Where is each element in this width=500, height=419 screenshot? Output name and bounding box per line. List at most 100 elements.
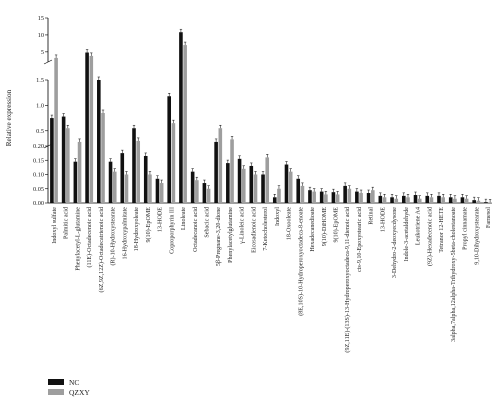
y-tick-label: 0.00 [33, 200, 44, 207]
bar-nc-27 [366, 193, 371, 203]
bar-qzxy-19 [277, 188, 281, 203]
bar-qzxy-37 [488, 202, 492, 203]
y-tick-label: 0.15 [33, 157, 44, 164]
category-label: Indole-3-acetaldehyde [404, 207, 410, 262]
bar-qzxy-23 [324, 194, 328, 203]
bar-qzxy-14 [218, 128, 223, 203]
category-label: (9Z)-Hexadecenoic acid [426, 207, 433, 266]
bar-qzxy-13 [206, 188, 211, 203]
bar-qzxy-12 [195, 180, 199, 203]
bar-qzxy-16 [241, 168, 246, 203]
bar-nc-12 [190, 171, 195, 203]
y-tick-label: 0.05 [33, 186, 44, 193]
bar-qzxy-3 [89, 55, 94, 204]
bar-nc-36 [472, 200, 476, 203]
category-label: γ-Linoleic acid [240, 207, 246, 245]
bar-nc-13 [202, 183, 207, 203]
bar-qzxy-31 [417, 198, 422, 203]
category-label: Linoleate [181, 207, 187, 230]
axis-break-mark [43, 59, 53, 65]
bar-nc-17 [249, 165, 254, 203]
bar-nc-22 [308, 190, 312, 203]
bar-nc-6 [120, 153, 125, 203]
bar-nc-31 [413, 195, 418, 203]
bar-nc-16 [237, 158, 242, 203]
bar-nc-20 [284, 164, 289, 203]
category-label: Palmitic acid [64, 207, 70, 239]
y-axis-label: Relative expression [5, 89, 13, 146]
y-tick-label: 0.5 [36, 128, 44, 135]
category-label: 9(10)-EpOME [145, 207, 152, 243]
category-label: 16-Hydroxypalmitate [122, 207, 128, 260]
bar-qzxy-20 [288, 171, 293, 203]
category-label: Indoxyl sulfate [51, 207, 58, 244]
bar-qzxy-34 [453, 198, 457, 203]
bar-qzxy-32 [429, 197, 434, 203]
category-label: Sebacic acid [204, 207, 210, 238]
category-label: 3alpha,7alpha,12alpha-Trihydroxy-5beta-c… [451, 207, 457, 342]
bar-nc-30 [401, 195, 406, 203]
bar-qzxy-10 [171, 123, 176, 203]
y-tick-label: 1.0 [36, 102, 44, 109]
category-label: 3-Dehydro-2-deoxyecdysone [392, 207, 398, 278]
bar-nc-19 [272, 197, 277, 203]
bar-nc-37 [484, 202, 488, 203]
bar-nc-0 [50, 118, 54, 203]
y-tick-label: 5 [41, 49, 44, 56]
category-label: Eicosadienoic acid [251, 207, 257, 253]
bar-qzxy-33 [441, 197, 445, 203]
category-label: Phenylacetyl-L-glutamine [75, 207, 81, 271]
y-tick-label: 0.10 [33, 172, 44, 179]
bar-nc-4 [97, 80, 101, 203]
category-label: Retinal [369, 207, 375, 225]
legend-swatch-qzxy [48, 389, 64, 395]
bar-qzxy-7 [136, 140, 141, 203]
bar-nc-21 [296, 178, 301, 203]
category-label: Leukotriene A4 [416, 207, 422, 245]
category-label: (9Z,11E)-(13S)-13-Hydroperoxyoctadeca-9,… [344, 207, 351, 353]
bar-qzxy-28 [382, 197, 387, 203]
bar-qzxy-6 [124, 174, 129, 203]
category-label: Coproporphyrin III [169, 207, 175, 254]
bar-nc-11 [179, 32, 183, 203]
category-label: Farnesol [486, 207, 492, 228]
y-tick-label: 15 [38, 15, 44, 22]
bar-nc-5 [108, 161, 113, 203]
bar-nc-25 [343, 185, 347, 203]
category-label: 9(10)-EpOME [333, 207, 340, 243]
bar-qzxy-21 [300, 185, 305, 203]
bar-nc-9 [155, 178, 160, 203]
bar-nc-14 [214, 141, 218, 203]
category-label: 18-Oxooleate [287, 207, 293, 240]
bar-qzxy-27 [371, 190, 375, 203]
bar-nc-35 [460, 197, 465, 203]
bar-qzxy-4 [101, 113, 105, 203]
category-label: (6Z,9Z,12Z)-Octadecatrienoic acid [98, 207, 105, 292]
bar-nc-3 [85, 52, 89, 204]
bar-nc-8 [143, 155, 148, 203]
bar-qzxy-22 [312, 191, 316, 203]
bar-nc-29 [390, 197, 394, 203]
category-label: Indoxyl [275, 207, 281, 226]
category-label: 7-Ketocholesterol [263, 207, 269, 251]
bar-qzxy-2 [77, 141, 82, 203]
category-label: (8E,10S)-10-Hydroperoxyoctadeca-8-enoate [297, 207, 304, 316]
bar-nc-1 [61, 116, 66, 203]
category-labels-group: Indoxyl sulfate Palmitic acid Phenylacetyl… [51, 207, 492, 353]
category-label: Propyl cinnamate [463, 207, 469, 250]
category-label: 18-Hydroxyoleate [134, 207, 140, 252]
bar-qzxy-26 [359, 193, 363, 203]
bar-qzxy-25 [347, 188, 352, 203]
legend-swatch-nc [48, 379, 64, 385]
bar-nc-23 [319, 191, 324, 203]
category-label: Hexadecanedioate [310, 207, 316, 252]
bar-nc-28 [378, 195, 383, 203]
category-label: Tetranor 12-HETE [439, 207, 445, 253]
bar-qzxy-8 [148, 174, 152, 203]
bar-nc-34 [448, 197, 453, 203]
bar-nc-24 [331, 192, 336, 203]
bar-nc-15 [226, 163, 230, 203]
bar-qzxy-17 [253, 174, 258, 203]
